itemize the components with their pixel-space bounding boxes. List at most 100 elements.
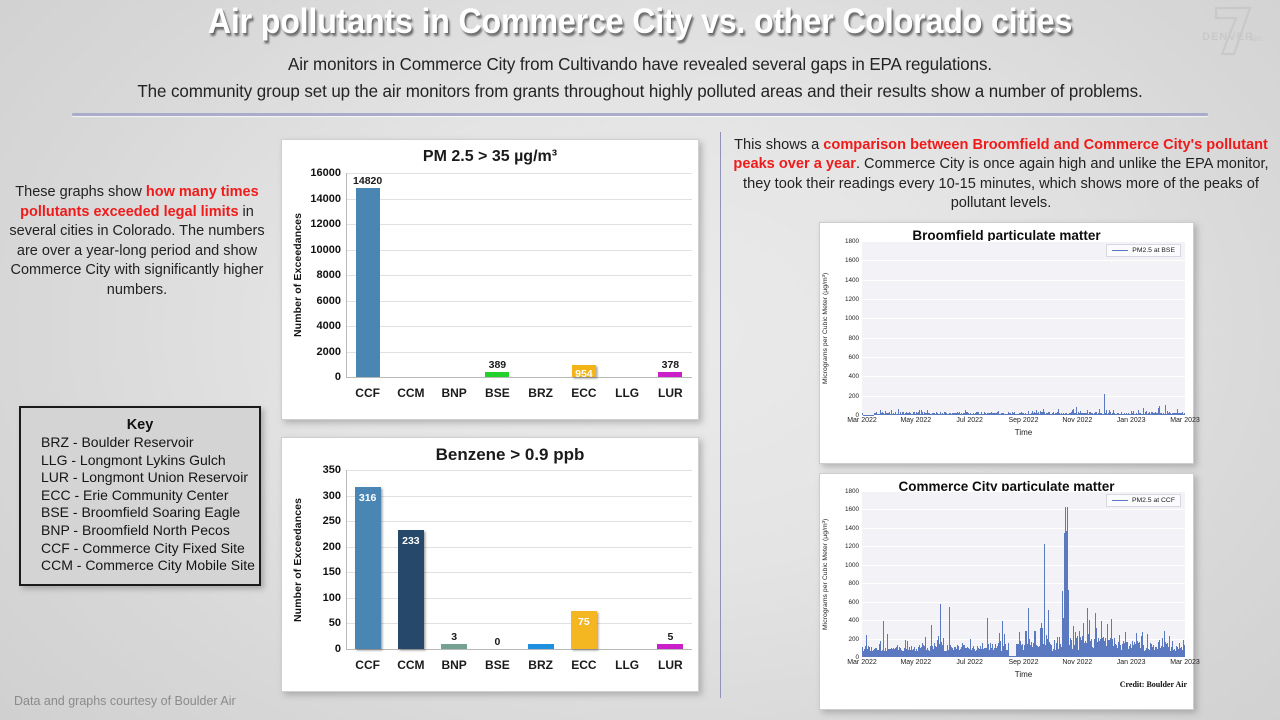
broomfield-data-spike [1184,413,1185,415]
commercecity-data-spike [1138,643,1139,657]
commercecity-data-spike [932,646,933,657]
commercecity-data-spike [1025,631,1026,657]
benzene-x-tick-llg: LLG [615,658,640,672]
broomfield-data-spike [1008,412,1009,415]
broomfield-data-spike [1073,408,1074,415]
pm25-y-axis-line [346,173,347,377]
broomfield-y-tick-label: 1600 [844,257,859,265]
commercecity-data-spike [1124,643,1125,657]
broomfield-data-spike [967,412,968,415]
commercecity-data-spike [929,650,930,657]
broomfield-data-spike [935,413,936,415]
broomfield-data-spike [1129,413,1130,415]
commercecity-data-spike [940,604,941,657]
commercecity-data-spike [1128,649,1129,657]
key-entry: BNP - Broomfield North Pecos [41,521,230,538]
key-entry: BSE - Broomfield Soaring Eagle [41,504,241,521]
commercecity-data-spike [884,651,885,657]
broomfield-data-spike [918,412,919,415]
commercecity-data-spike [1024,644,1025,657]
commercecity-data-spike [872,650,873,657]
pm25-y-tick-label: 10000 [310,243,341,256]
broomfield-data-spike [1047,412,1048,415]
broomfield-data-spike [963,412,964,415]
commercecity-data-spike [1077,636,1078,657]
commercecity-data-spike [1014,656,1015,657]
key-entry: CCF - Commerce City Fixed Site [41,539,245,556]
commercecity-data-spike [1144,650,1145,657]
broomfield-data-spike [1096,412,1097,415]
commercecity-data-spike [1071,639,1072,657]
broomfield-data-spike [1116,414,1117,415]
commercecity-data-spike [946,651,947,657]
broomfield-data-spike [1037,412,1038,415]
broomfield-data-spike [996,413,997,415]
commercecity-data-spike [1069,645,1070,657]
broomfield-data-spike [1026,413,1027,415]
commercecity-data-spike [1113,645,1114,657]
broomfield-data-spike [976,412,977,415]
broomfield-data-spike [1093,414,1094,415]
broomfield-data-spike [1177,409,1178,415]
broomfield-gridline [862,318,1185,320]
broomfield-data-spike [1173,412,1174,415]
commercecity-gridline [862,638,1185,640]
commercecity-data-spike [920,648,921,657]
commercecity-gridline [862,564,1185,566]
commercecity-data-spike [953,650,954,657]
commercecity-data-spike [939,643,940,657]
broomfield-data-spike [1142,414,1143,415]
commercecity-data-spike [1013,656,1014,657]
broomfield-data-spike [901,413,902,415]
commercecity-data-spike [1027,643,1028,657]
broomfield-data-spike [1123,413,1124,415]
broomfield-data-spike [1077,413,1078,415]
commercecity-data-spike [1032,646,1033,657]
benzene-y-tick-label: 50 [328,617,341,630]
commercecity-data-spike [1053,648,1054,657]
broomfield-data-spike [1029,413,1030,415]
commercecity-data-spike [1059,637,1060,657]
key-entry: LLG - Longmont Lykins Gulch [41,451,226,468]
commercecity-data-spike [1039,646,1040,657]
broomfield-data-spike [1125,414,1126,415]
commercecity-data-spike [983,648,984,657]
commercecity-data-spike [1164,630,1165,657]
commercecity-data-spike [933,648,934,657]
broomfield-data-spike [1095,412,1096,415]
broomfield-data-spike [876,412,877,415]
broomfield-gridline [862,299,1185,300]
broomfield-data-spike [871,414,872,416]
broomfield-plot-area: Micrograms per Cubic Meter (µg/m³) 1800 16… [820,223,1200,445]
broomfield-data-spike [1016,413,1017,415]
broomfield-data-spike [927,409,928,415]
commercecity-data-spike [878,650,879,657]
broomfield-data-spike [934,412,935,415]
commercecity-gridline [862,527,1185,529]
broomfield-data-spike [910,412,911,415]
broomfield-data-spike [1106,410,1107,415]
broomfield-data-spike [943,413,944,415]
commercecity-data-spike [1126,641,1127,657]
broomfield-data-spike [948,414,949,415]
commercecity-data-spike [1068,590,1069,657]
broomfield-data-spike [989,412,990,415]
broomfield-data-spike [1109,410,1110,415]
commercecity-data-spike [1012,656,1013,657]
broomfield-data-spike [972,414,973,415]
broomfield-data-spike [1175,412,1176,415]
commercecity-data-spike [964,644,965,657]
broomfield-data-spike [1048,412,1049,415]
broomfield-data-spike [908,413,909,415]
commercecity-y-tick-label: 1400 [844,524,859,532]
commercecity-data-spike [1067,506,1068,657]
commercecity-x-tick-label: Jul 2022 [956,659,983,666]
broomfield-data-spike [1152,411,1153,415]
right-paragraph-highlight: comparison between Broomfield and Commer… [733,137,1268,173]
pm25-y-tick-label: 14000 [310,192,341,205]
broomfield-data-spike [1163,412,1164,415]
commercecity-data-spike [1152,646,1153,657]
commercecity-data-spike [1084,643,1085,657]
commercecity-data-spike [950,645,951,657]
commercecity-data-spike [902,650,903,657]
